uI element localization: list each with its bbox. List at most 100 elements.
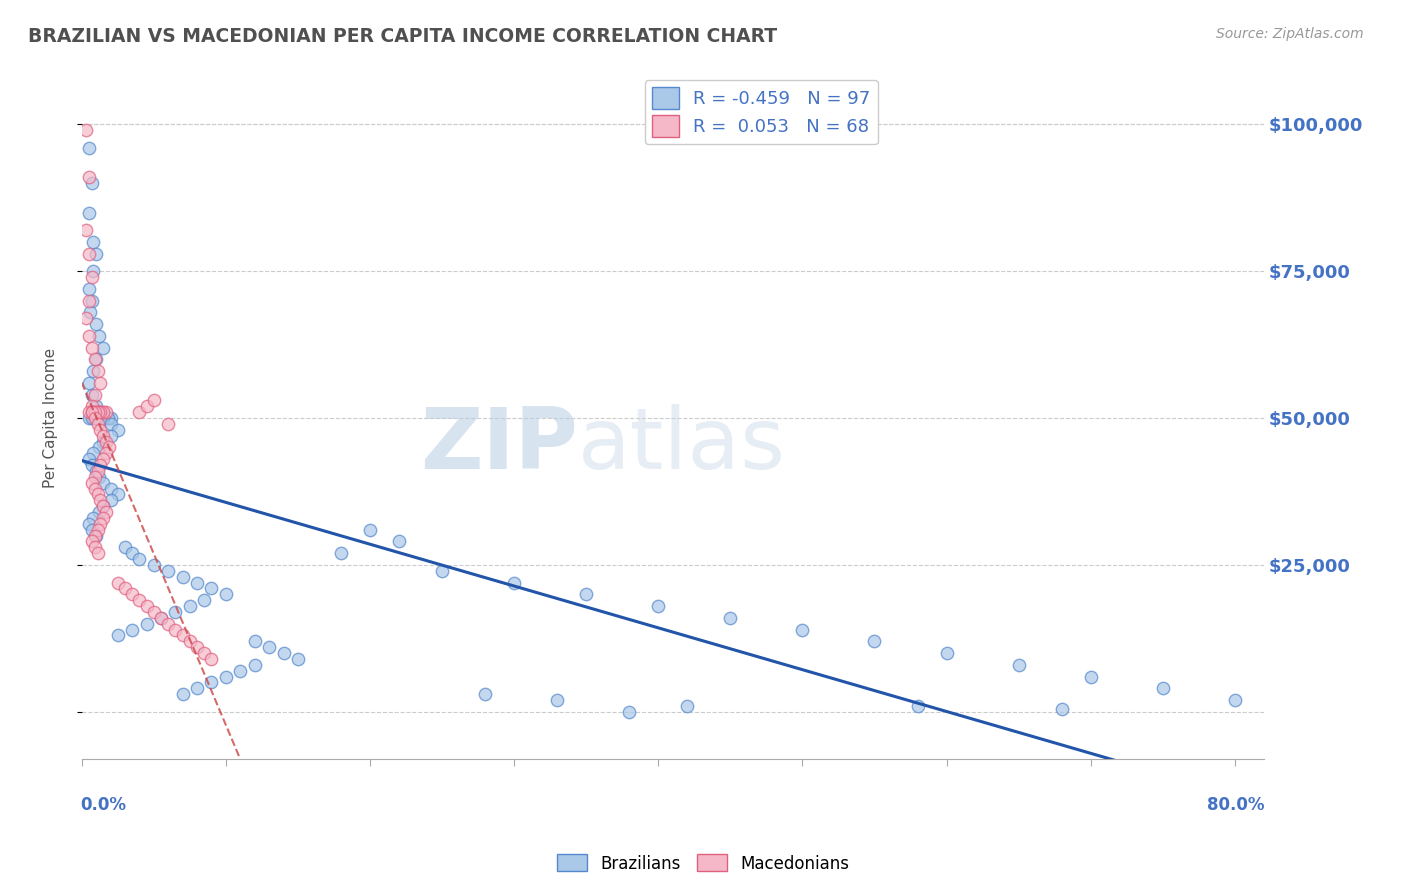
Point xyxy=(243,657,266,672)
Point xyxy=(474,687,496,701)
Point xyxy=(157,417,180,431)
Point xyxy=(142,393,165,408)
Point xyxy=(83,541,105,555)
Point xyxy=(330,546,353,560)
Point xyxy=(93,341,115,355)
Point xyxy=(96,505,118,519)
Point xyxy=(87,441,110,455)
Point xyxy=(82,364,104,378)
Point xyxy=(676,698,699,713)
Point xyxy=(179,599,201,613)
Point xyxy=(186,681,208,696)
Point xyxy=(77,246,100,260)
Text: ZIP: ZIP xyxy=(420,404,578,487)
Point xyxy=(128,593,150,607)
Point xyxy=(80,293,103,308)
Point xyxy=(575,587,598,601)
Point xyxy=(100,482,122,496)
Point xyxy=(172,570,194,584)
Point xyxy=(150,611,173,625)
Point xyxy=(388,534,411,549)
Point xyxy=(77,405,100,419)
Point xyxy=(86,364,108,378)
Point xyxy=(89,458,111,472)
Point xyxy=(86,546,108,560)
Point xyxy=(84,464,107,478)
Point xyxy=(107,628,129,642)
Point xyxy=(157,616,180,631)
Point xyxy=(172,628,194,642)
Point xyxy=(75,123,97,137)
Point xyxy=(287,652,309,666)
Point xyxy=(647,599,669,613)
Point xyxy=(359,523,381,537)
Point xyxy=(718,611,741,625)
Point xyxy=(186,575,208,590)
Point xyxy=(80,341,103,355)
Point xyxy=(114,541,136,555)
Point xyxy=(546,693,568,707)
Legend: Brazilians, Macedonians: Brazilians, Macedonians xyxy=(550,847,856,880)
Point xyxy=(128,552,150,566)
Point xyxy=(121,587,143,601)
Point xyxy=(96,434,118,449)
Point xyxy=(503,575,526,590)
Point xyxy=(82,264,104,278)
Point xyxy=(77,282,100,296)
Point xyxy=(84,411,107,425)
Point xyxy=(80,475,103,490)
Point xyxy=(128,405,150,419)
Text: atlas: atlas xyxy=(578,404,786,487)
Point xyxy=(77,411,100,425)
Point xyxy=(1152,681,1174,696)
Point xyxy=(80,387,103,401)
Point xyxy=(98,441,121,455)
Point xyxy=(87,470,110,484)
Point xyxy=(87,411,110,425)
Point xyxy=(80,400,103,414)
Point xyxy=(257,640,280,655)
Point xyxy=(82,511,104,525)
Point xyxy=(77,376,100,390)
Point xyxy=(243,634,266,648)
Point xyxy=(93,411,115,425)
Point xyxy=(107,423,129,437)
Point xyxy=(80,405,103,419)
Point xyxy=(77,170,100,185)
Point xyxy=(80,523,103,537)
Point xyxy=(1050,702,1073,716)
Point xyxy=(93,500,115,514)
Point xyxy=(100,428,122,442)
Point xyxy=(114,582,136,596)
Point xyxy=(100,493,122,508)
Point xyxy=(80,458,103,472)
Point xyxy=(165,623,187,637)
Point xyxy=(80,405,103,419)
Point xyxy=(135,599,157,613)
Point xyxy=(82,446,104,460)
Point xyxy=(229,664,252,678)
Point xyxy=(89,493,111,508)
Point xyxy=(93,452,115,467)
Point xyxy=(83,482,105,496)
Point xyxy=(82,235,104,249)
Point xyxy=(83,528,105,542)
Y-axis label: Per Capita Income: Per Capita Income xyxy=(44,348,58,488)
Point xyxy=(87,411,110,425)
Point xyxy=(77,141,100,155)
Point xyxy=(86,464,108,478)
Point xyxy=(89,405,111,419)
Point xyxy=(907,698,929,713)
Point xyxy=(200,675,222,690)
Point xyxy=(87,405,110,419)
Point xyxy=(84,246,107,260)
Point xyxy=(80,270,103,285)
Point xyxy=(107,487,129,501)
Point xyxy=(83,352,105,367)
Point xyxy=(150,611,173,625)
Point xyxy=(86,405,108,419)
Point xyxy=(619,705,641,719)
Point xyxy=(83,411,105,425)
Text: 0.0%: 0.0% xyxy=(80,797,127,814)
Point xyxy=(89,516,111,531)
